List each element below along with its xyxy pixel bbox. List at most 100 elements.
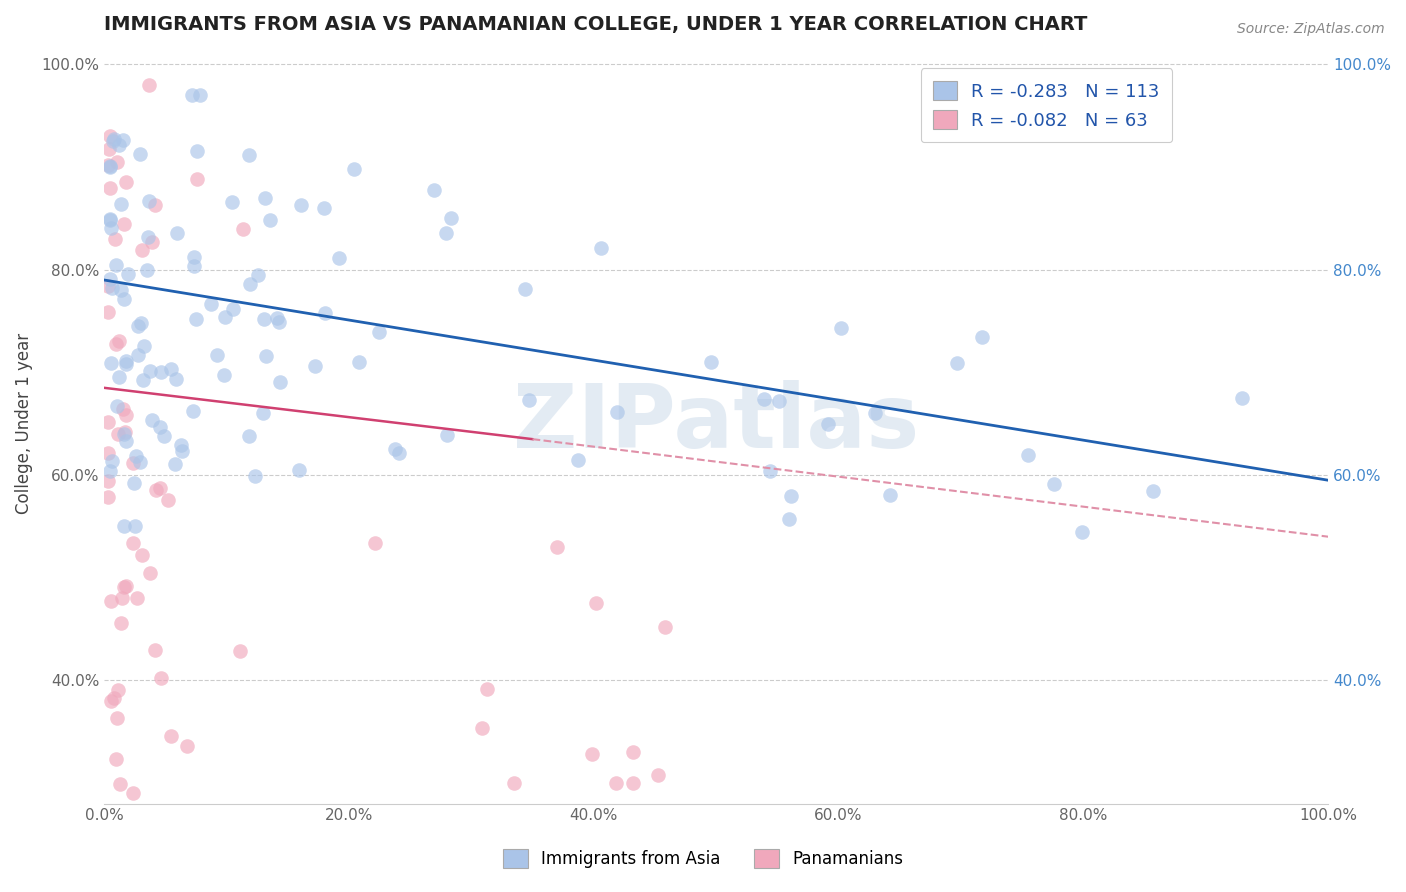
Point — [591, 241, 613, 255]
Point — [238, 148, 260, 162]
Point — [328, 252, 350, 266]
Point — [107, 683, 129, 698]
Point — [170, 438, 193, 452]
Point — [112, 217, 135, 231]
Point — [269, 315, 291, 329]
Point — [186, 171, 208, 186]
Point — [1071, 524, 1094, 539]
Point — [170, 444, 193, 458]
Point — [103, 131, 125, 145]
Point — [200, 297, 222, 311]
Point — [141, 235, 163, 249]
Point — [108, 777, 131, 791]
Point — [132, 339, 155, 353]
Point — [115, 578, 138, 592]
Point — [239, 277, 262, 291]
Point — [423, 183, 446, 197]
Point — [654, 620, 676, 634]
Point — [238, 429, 260, 443]
Point — [98, 464, 121, 478]
Point — [107, 334, 129, 348]
Point — [105, 154, 128, 169]
Point — [100, 221, 122, 235]
Text: ZIPatlas: ZIPatlas — [513, 380, 920, 467]
Point — [107, 426, 129, 441]
Point — [364, 536, 387, 550]
Point — [149, 481, 172, 495]
Point — [97, 158, 120, 172]
Point — [103, 134, 125, 148]
Point — [863, 406, 886, 420]
Point — [122, 457, 145, 471]
Point — [513, 282, 536, 296]
Point — [205, 349, 228, 363]
Point — [143, 198, 166, 212]
Point — [879, 488, 901, 502]
Point — [254, 349, 277, 363]
Point — [136, 263, 159, 277]
Point — [623, 745, 645, 759]
Point — [1142, 483, 1164, 498]
Point — [125, 591, 148, 605]
Point — [259, 213, 281, 227]
Point — [304, 359, 326, 374]
Point — [247, 268, 270, 282]
Point — [1230, 391, 1253, 405]
Point — [97, 474, 120, 488]
Point — [1017, 448, 1039, 462]
Point — [830, 320, 852, 334]
Point — [232, 222, 254, 236]
Point — [184, 312, 207, 326]
Point — [970, 329, 993, 343]
Point — [817, 417, 839, 431]
Point — [700, 355, 723, 369]
Point — [127, 348, 149, 362]
Point — [621, 776, 644, 790]
Point — [103, 690, 125, 705]
Point — [98, 159, 121, 173]
Point — [98, 160, 121, 174]
Point — [221, 195, 243, 210]
Point — [243, 468, 266, 483]
Point — [165, 372, 187, 386]
Point — [112, 292, 135, 306]
Point — [115, 408, 138, 422]
Point — [150, 365, 173, 379]
Point — [110, 283, 132, 297]
Point — [131, 243, 153, 257]
Point — [105, 711, 128, 725]
Point — [97, 490, 120, 504]
Point — [122, 536, 145, 550]
Point — [752, 392, 775, 407]
Point — [132, 373, 155, 387]
Point — [440, 211, 463, 226]
Point — [139, 566, 162, 581]
Text: IMMIGRANTS FROM ASIA VS PANAMANIAN COLLEGE, UNDER 1 YEAR CORRELATION CHART: IMMIGRANTS FROM ASIA VS PANAMANIAN COLLE… — [104, 15, 1088, 34]
Point — [436, 427, 458, 442]
Point — [112, 580, 135, 594]
Point — [127, 318, 149, 333]
Text: Source: ZipAtlas.com: Source: ZipAtlas.com — [1237, 22, 1385, 37]
Point — [97, 305, 120, 319]
Point — [98, 181, 121, 195]
Y-axis label: College, Under 1 year: College, Under 1 year — [15, 334, 32, 515]
Point — [759, 465, 782, 479]
Point — [471, 721, 494, 735]
Point — [121, 786, 143, 800]
Point — [141, 412, 163, 426]
Point — [100, 594, 122, 608]
Point — [343, 161, 366, 176]
Point — [269, 375, 291, 389]
Point — [105, 400, 128, 414]
Point — [150, 671, 173, 685]
Point — [546, 540, 568, 554]
Point — [104, 752, 127, 766]
Point — [114, 175, 136, 189]
Point — [183, 259, 205, 273]
Point — [188, 88, 211, 103]
Point — [606, 405, 628, 419]
Point — [946, 355, 969, 369]
Point — [97, 279, 120, 293]
Point — [176, 739, 198, 753]
Point — [780, 489, 803, 503]
